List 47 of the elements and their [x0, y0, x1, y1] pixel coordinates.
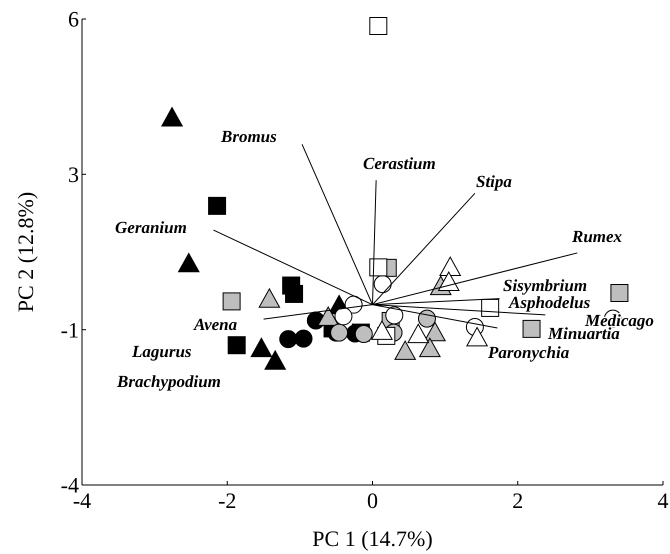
annotation: Avena	[193, 315, 238, 334]
point	[466, 327, 488, 346]
point	[258, 288, 280, 308]
point	[228, 336, 246, 354]
point	[334, 307, 352, 326]
annotation: Geranium	[115, 218, 187, 237]
y-axis-title: PC 2 (12.8%)	[13, 192, 38, 312]
x-tick-label: -2	[218, 488, 236, 513]
point	[419, 338, 441, 358]
point	[178, 252, 200, 272]
point	[418, 310, 436, 328]
point	[385, 306, 404, 324]
point	[330, 324, 348, 342]
annotation: Lagurus	[131, 342, 192, 361]
y-tick-label: 6	[68, 6, 79, 32]
annotation: Brachypodium	[116, 372, 221, 391]
annotation: Bromus	[220, 127, 278, 146]
point	[424, 322, 446, 342]
point	[610, 284, 628, 302]
annotation: Sisymbrium	[503, 276, 588, 295]
point	[318, 306, 339, 326]
point	[438, 272, 460, 291]
point	[371, 320, 393, 340]
point	[294, 330, 313, 348]
annotation: Stipa	[476, 172, 512, 191]
annotation: Rumex	[571, 227, 623, 246]
x-tick-label: 2	[512, 488, 524, 513]
point	[208, 196, 226, 215]
y-tick-label: -1	[60, 317, 79, 342]
point	[394, 340, 416, 360]
x-tick-label: 4	[658, 488, 668, 513]
point	[440, 256, 461, 276]
point	[222, 292, 241, 310]
x-axis-title: PC 1 (14.7%)	[312, 526, 433, 551]
point	[264, 350, 286, 370]
point	[279, 330, 298, 348]
annotation: Paronychia	[487, 343, 570, 362]
point	[369, 258, 388, 276]
point	[250, 338, 272, 358]
point	[161, 107, 183, 126]
point	[285, 284, 304, 303]
annotation: Cerastium	[363, 154, 436, 173]
point	[354, 325, 373, 344]
y-tick-label: 3	[68, 162, 79, 188]
point	[522, 320, 541, 338]
point	[408, 324, 429, 344]
x-tick-label: 0	[367, 488, 378, 513]
